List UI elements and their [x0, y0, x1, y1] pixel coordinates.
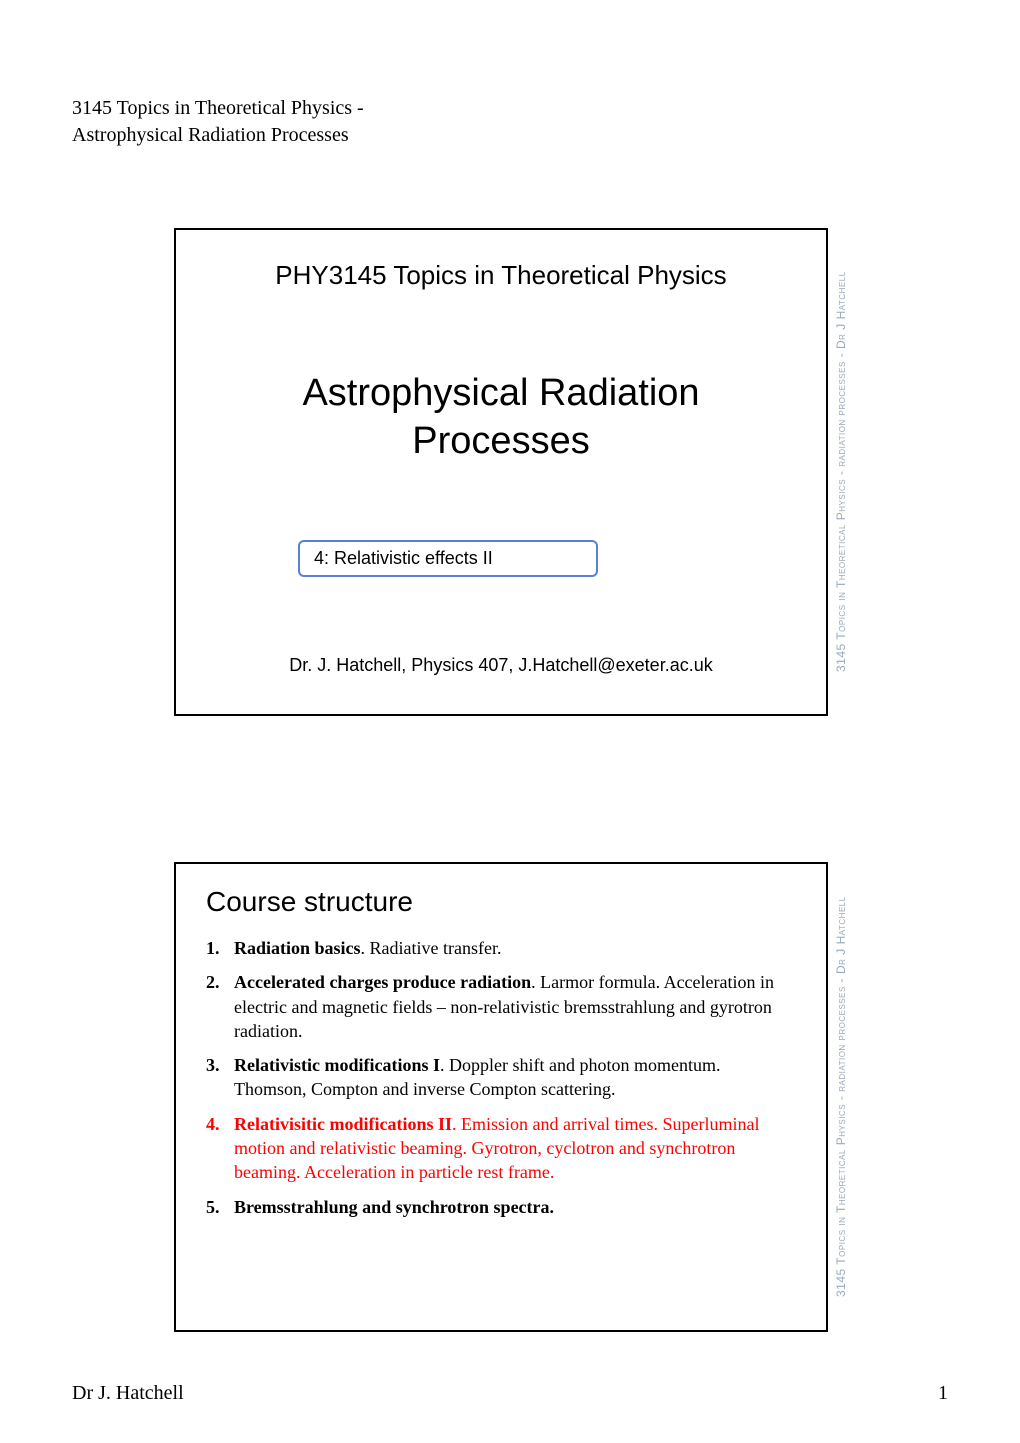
outline-item-number: 5.: [206, 1195, 234, 1219]
outline-item-lead: Bremsstrahlung and synchrotron spectra.: [234, 1197, 554, 1217]
outline-item-number: 1.: [206, 936, 234, 960]
slide-course-structure: 3145 Topics in Theoretical Physics - rad…: [174, 862, 828, 1332]
slide-title: 3145 Topics in Theoretical Physics - rad…: [174, 228, 828, 716]
outline-item-rest: . Radiative transfer.: [361, 938, 502, 958]
slide-1-course-code-title: PHY3145 Topics in Theoretical Physics: [176, 260, 826, 291]
main-title-line-2: Processes: [412, 420, 589, 462]
outline-item-4: 4.Relativisitic modifications II. Emissi…: [206, 1112, 792, 1185]
outline-item-body: Radiation basics. Radiative transfer.: [234, 936, 792, 960]
slide-1-author: Dr. J. Hatchell, Physics 407, J.Hatchell…: [176, 655, 826, 676]
outline-item-2: 2.Accelerated charges produce radiation.…: [206, 970, 792, 1043]
slide-1-subsection-box: 4: Relativistic effects II: [298, 540, 598, 577]
header-line-2: Astrophysical Radiation Processes: [72, 122, 364, 149]
outline-item-3: 3.Relativistic modifications I. Doppler …: [206, 1053, 792, 1102]
subsection-text: 4: Relativistic effects II: [314, 548, 493, 568]
outline-item-lead: Relativistic modifications I: [234, 1055, 440, 1075]
outline-item-lead: Accelerated charges produce radiation: [234, 972, 531, 992]
outline-item-number: 3.: [206, 1053, 234, 1102]
outline-item-body: Relativisitic modifications II. Emission…: [234, 1112, 792, 1185]
slide-1-main-title: Astrophysical Radiation Processes: [176, 370, 826, 465]
outline-item-1: 1.Radiation basics. Radiative transfer.: [206, 936, 792, 960]
outline-item-body: Accelerated charges produce radiation. L…: [234, 970, 792, 1043]
page-header: 3145 Topics in Theoretical Physics - Ast…: [72, 95, 364, 149]
footer-author: Dr J. Hatchell: [72, 1382, 184, 1405]
slide-1-vertical-label: 3145 Topics in Theoretical Physics - rad…: [834, 230, 848, 714]
outline-item-body: Bremsstrahlung and synchrotron spectra.: [234, 1195, 792, 1219]
footer-page-number: 1: [938, 1382, 948, 1405]
outline-item-lead: Radiation basics: [234, 938, 361, 958]
outline-item-body: Relativistic modifications I. Doppler sh…: [234, 1053, 792, 1102]
header-line-1: 3145 Topics in Theoretical Physics -: [72, 95, 364, 122]
outline-item-5: 5.Bremsstrahlung and synchrotron spectra…: [206, 1195, 792, 1219]
course-outline-list: 1.Radiation basics. Radiative transfer.2…: [206, 936, 792, 1229]
outline-item-number: 2.: [206, 970, 234, 1043]
outline-item-number: 4.: [206, 1112, 234, 1185]
slide-2-vertical-label: 3145 Topics in Theoretical Physics - rad…: [834, 864, 848, 1330]
outline-item-lead: Relativisitic modifications II: [234, 1114, 452, 1134]
slide-2-section-title: Course structure: [206, 886, 413, 918]
main-title-line-1: Astrophysical Radiation: [302, 372, 699, 414]
